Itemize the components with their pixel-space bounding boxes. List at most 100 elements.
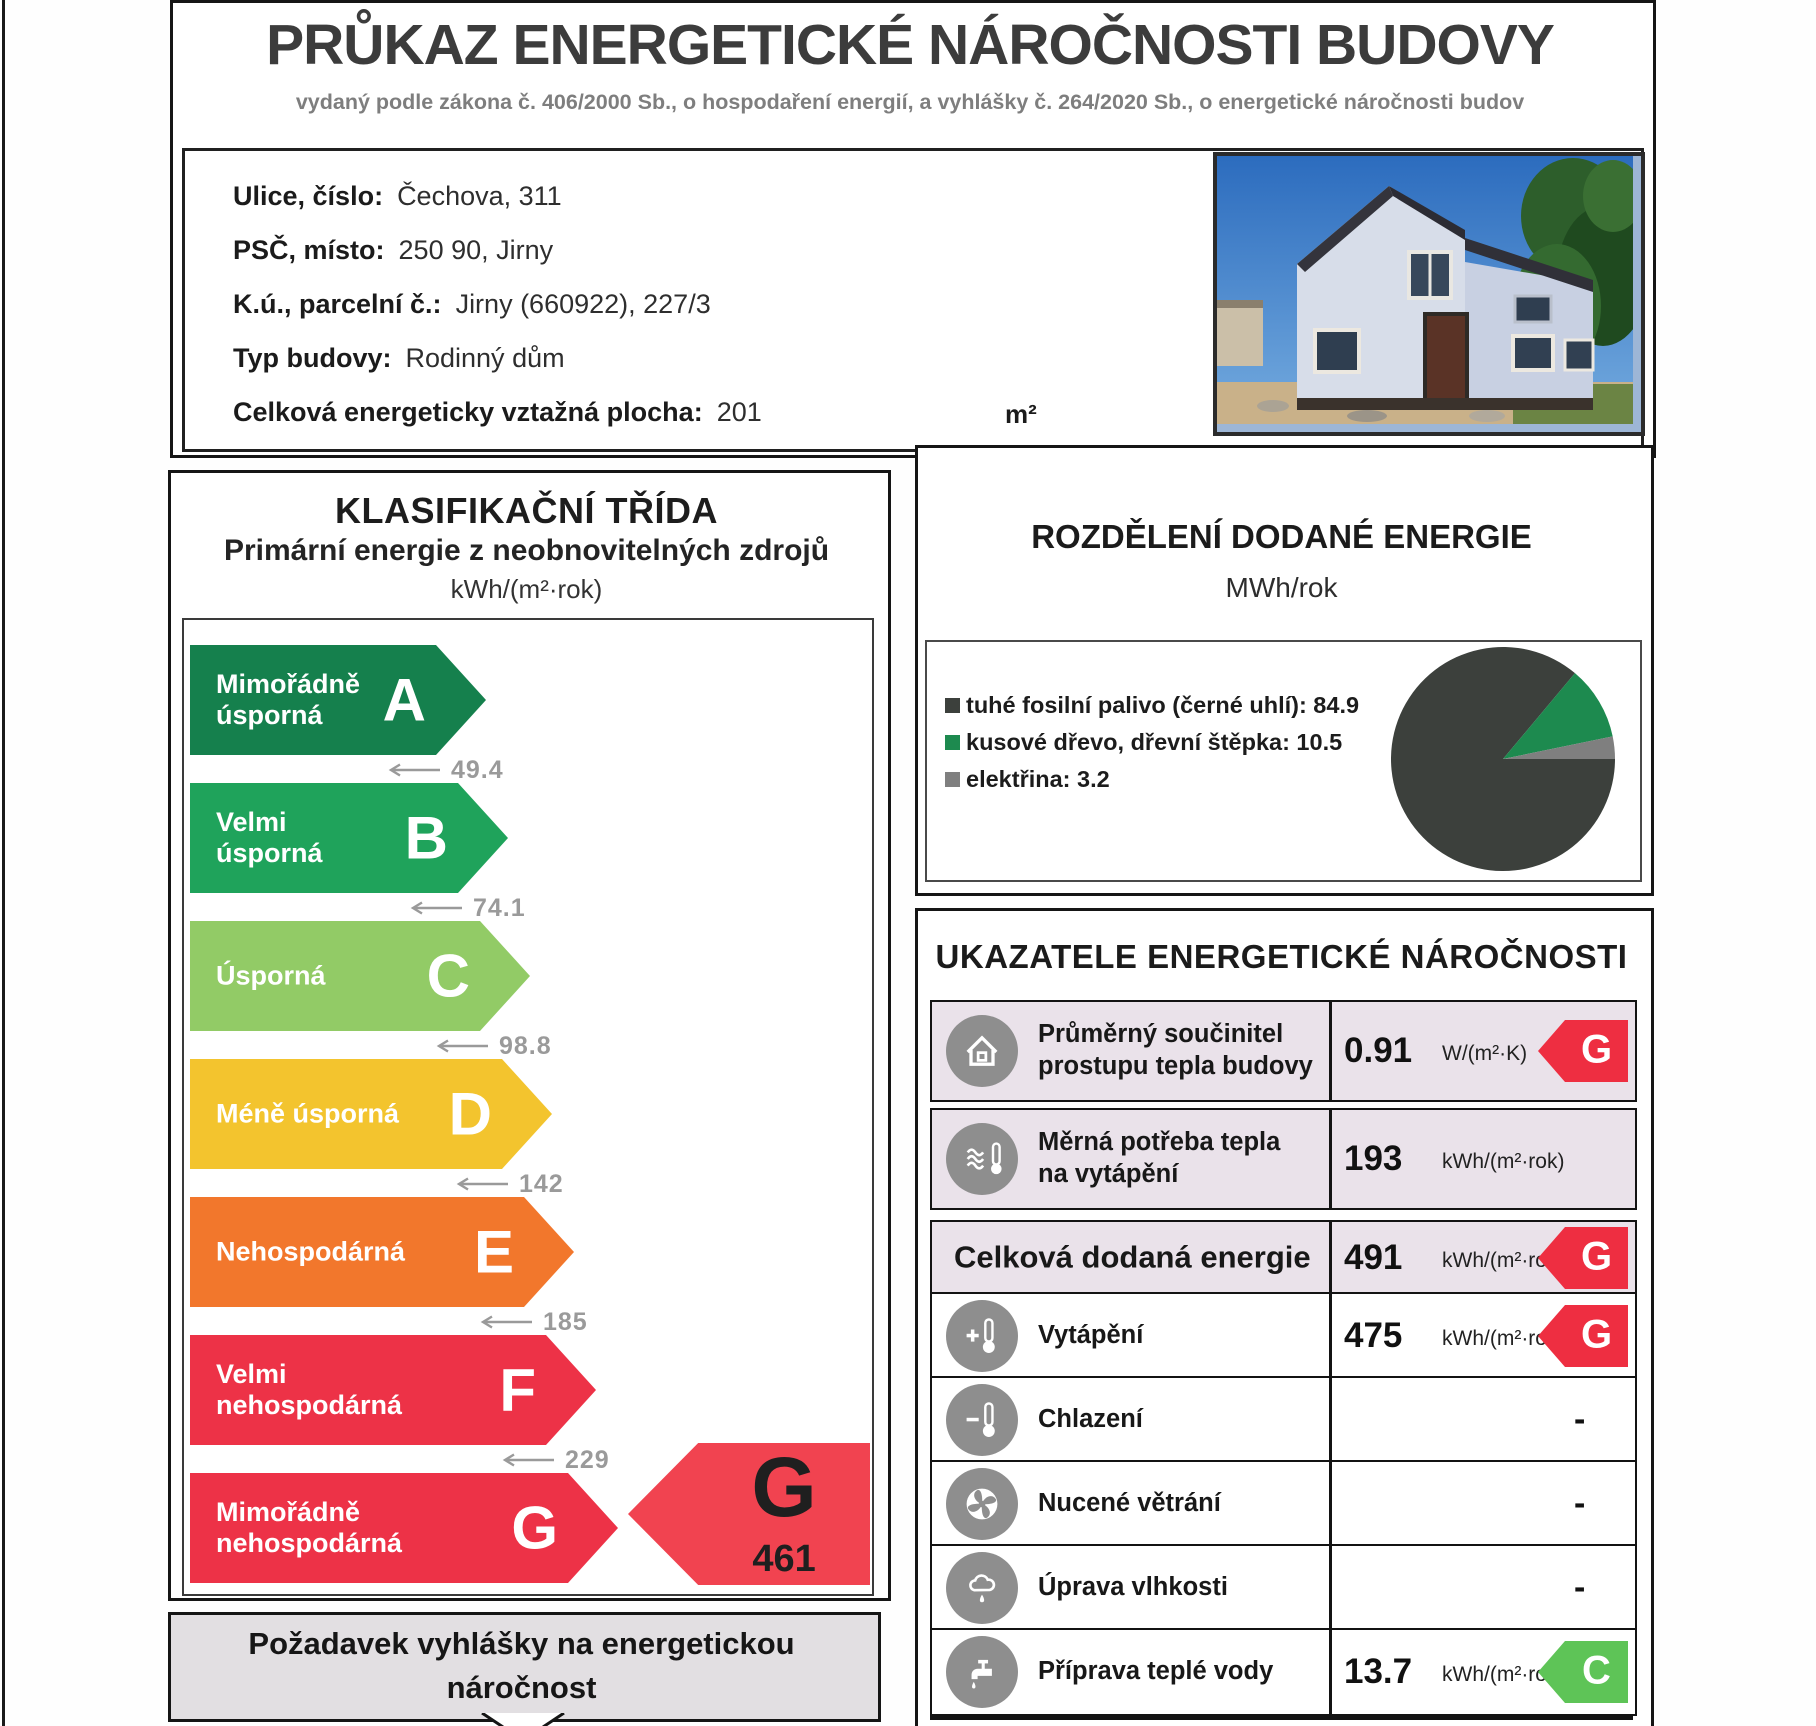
class-threshold-value: 185 — [543, 1307, 588, 1336]
distribution-unit: MWh/rok — [1225, 572, 1338, 603]
building-field-label: K.ú., parcelní č.: — [233, 289, 442, 319]
row-divider — [1329, 1630, 1332, 1714]
scan-edge-line — [2, 0, 5, 1726]
building-field-value: 201 — [716, 397, 762, 427]
indicator-row: Vytápění 475 kWh/(m²·rok) G — [930, 1292, 1637, 1380]
class-badge-letter: G — [1580, 1234, 1613, 1279]
class-badge-letter: G — [1580, 1312, 1613, 1357]
result-class-value: 461 — [752, 1538, 816, 1580]
class-arrow-g: Mimořádně nehospodárná G — [190, 1473, 618, 1583]
class-arrow-c: Úsporná C — [190, 921, 530, 1031]
legend-label: tuhé fosilní palivo (černé uhlí): 84.9 — [966, 692, 1360, 718]
class-badge-g: G — [1538, 1020, 1628, 1082]
class-label: Velmi úsporná — [216, 806, 323, 868]
legend-swatch — [945, 698, 960, 713]
page-subtitle: vydaný podle zákona č. 406/2000 Sb., o h… — [295, 90, 1525, 114]
legend-item: kusové dřevo, dřevní štěpka: 10.5 — [945, 729, 1342, 756]
indicator-row: Příprava teplé vody 13.7 kWh/(m²·rok) C — [930, 1628, 1637, 1716]
indicator-unit: kWh/(m²·rok) — [1442, 1663, 1565, 1686]
indicators-title: UKAZATELE ENERGETICKÉ NÁROČNOSTI — [935, 938, 1628, 975]
legend-swatch — [945, 772, 960, 787]
heat-waves-icon — [946, 1123, 1018, 1195]
building-field: PSČ, místo: 250 90, Jirny — [233, 235, 553, 266]
left-arrow-icon — [410, 901, 462, 915]
area-unit: m² — [1005, 399, 1037, 429]
class-badge-g: G — [1538, 1305, 1628, 1367]
legend-label: elektřina: 3.2 — [966, 766, 1110, 792]
building-field: Ulice, číslo: Čechova, 311 — [233, 181, 562, 212]
humidity-icon — [946, 1552, 1018, 1624]
pie-slice — [1503, 673, 1613, 759]
class-badge-c: C — [1538, 1641, 1628, 1703]
class-threshold-value: 74.1 — [473, 893, 526, 922]
class-letter: E — [473, 1218, 514, 1286]
row-divider — [1329, 1002, 1332, 1100]
class-badge-g: G — [1538, 1227, 1628, 1289]
legend-swatch — [945, 735, 960, 750]
indicator-empty-dash: - — [1574, 1400, 1586, 1439]
class-threshold: 142 — [456, 1170, 564, 1198]
indicator-unit: kWh/(m²·rok) — [1442, 1249, 1565, 1272]
row-divider — [1329, 1378, 1332, 1462]
house-icon — [946, 1015, 1018, 1087]
indicator-label: Chlazení — [1038, 1405, 1143, 1434]
building-field-label: PSČ, místo: — [233, 235, 385, 265]
class-arrow-b: Velmi úsporná B — [190, 783, 508, 893]
row-divider — [1329, 1546, 1332, 1630]
class-letter: A — [382, 666, 426, 734]
left-arrow-icon — [456, 1177, 508, 1191]
building-field-label: Typ budovy: — [233, 343, 392, 373]
left-arrow-icon — [436, 1039, 488, 1053]
requirement-text-line1: Požadavek vyhlášky na energetickou — [248, 1626, 795, 1661]
class-threshold: 98.8 — [436, 1032, 552, 1060]
indicator-row: Nucené větrání - — [930, 1460, 1637, 1548]
indicator-label: Měrná potřeba tepla na vytápění — [1038, 1128, 1281, 1188]
indicator-label: Příprava teplé vody — [1038, 1657, 1274, 1686]
class-letter: B — [404, 804, 448, 872]
indicator-label: Celková dodaná energie — [954, 1239, 1311, 1275]
classification-title: KLASIFIKAČNÍ TŘÍDA — [335, 490, 718, 531]
class-label: Nehospodárná — [216, 1236, 406, 1267]
legend-item: elektřina: 3.2 — [945, 766, 1110, 793]
indicator-empty-dash: - — [1574, 1484, 1586, 1523]
class-letter: F — [499, 1356, 536, 1424]
building-photo-illustration — [1217, 156, 1649, 424]
row-divider — [1329, 1462, 1332, 1546]
pie-slice — [1503, 736, 1615, 759]
left-arrow-icon — [480, 1315, 532, 1329]
next-row-top-border — [930, 1716, 1633, 1720]
legend-label: kusové dřevo, dřevní štěpka: 10.5 — [966, 729, 1343, 755]
class-letter: D — [448, 1080, 492, 1148]
indicator-value: 0.91 — [1344, 1031, 1413, 1070]
left-arrow-icon — [388, 763, 440, 777]
indicator-value: 491 — [1344, 1238, 1403, 1277]
building-field: Typ budovy: Rodinný dům — [233, 343, 565, 374]
indicator-label: Průměrný součinitel prostupu tepla budov… — [1038, 1020, 1313, 1080]
indicator-row: Chlazení - — [930, 1376, 1637, 1464]
classification-unit: kWh/(m²·rok) — [450, 574, 603, 604]
indicator-row: Celková dodaná energie 491 kWh/(m²·rok) G — [930, 1220, 1637, 1296]
class-label: Mimořádně úsporná — [216, 668, 361, 730]
building-info-box: Ulice, číslo: Čechova, 311 PSČ, místo: 250 … — [182, 148, 1644, 452]
indicator-value: 13.7 — [1344, 1652, 1413, 1691]
indicator-value: 193 — [1344, 1139, 1403, 1178]
distribution-title: ROZDĚLENÍ DODANÉ ENERGIE — [1031, 518, 1532, 555]
class-threshold: 185 — [480, 1307, 588, 1336]
building-field: K.ú., parcelní č.: Jirny (660922), 227/3 — [233, 289, 711, 320]
thermometer-plus-icon — [946, 1300, 1018, 1372]
thermometer-minus-icon — [946, 1384, 1018, 1456]
class-label: Velmi nehospodárná — [216, 1358, 403, 1420]
indicator-row: Průměrný součinitel prostupu tepla budov… — [930, 1000, 1637, 1102]
building-field-value: Rodinný dům — [405, 343, 565, 373]
class-letter: G — [511, 1494, 558, 1562]
indicator-row: Úprava vlhkosti - — [930, 1544, 1637, 1632]
class-badge-letter: G — [1580, 1027, 1613, 1072]
row-divider — [1329, 1110, 1332, 1208]
building-field-value: Jirny (660922), 227/3 — [455, 289, 711, 319]
class-arrow-e: Nehospodárná E — [190, 1197, 574, 1307]
classification-subtitle: Primární energie z neobnovitelných zdroj… — [223, 534, 830, 567]
indicator-unit: kWh/(m²·rok) — [1442, 1327, 1565, 1350]
indicator-empty-dash: - — [1574, 1568, 1586, 1607]
class-badge-letter: C — [1582, 1648, 1611, 1693]
